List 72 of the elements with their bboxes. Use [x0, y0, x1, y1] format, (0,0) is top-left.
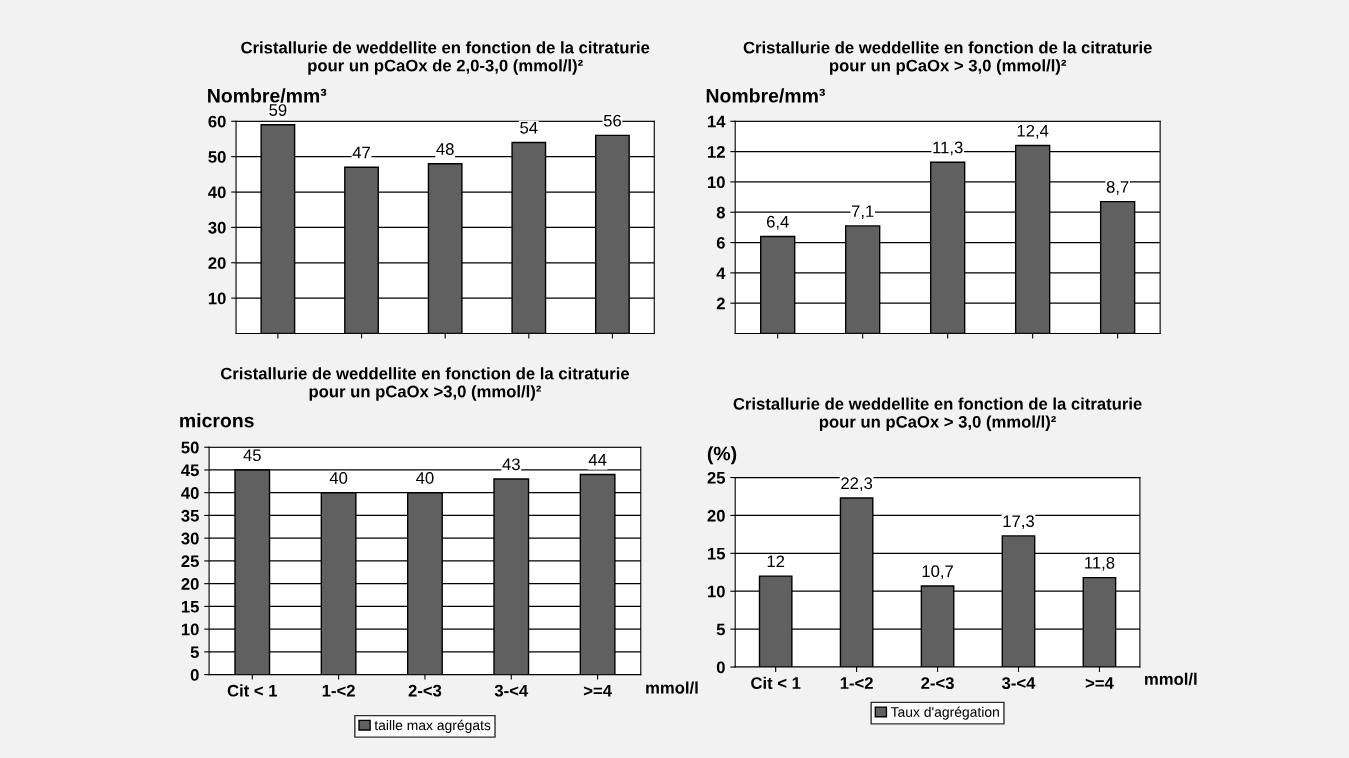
y-tick-label: 25	[181, 555, 199, 568]
y-axis-title: (%)	[707, 446, 737, 465]
text: 22,3	[841, 477, 873, 492]
y-axis-title: Nombre/mm³	[706, 88, 825, 103]
x-tick-label: >=4	[1085, 677, 1114, 689]
text: 12	[767, 555, 785, 568]
data-label: 47	[352, 146, 370, 159]
y-tick-label: 20	[707, 509, 725, 522]
y-tick-label: 40	[208, 186, 226, 199]
y-tick-label: 20	[181, 578, 199, 590]
y-tick-label: 40	[181, 487, 199, 499]
x-tick-label: 3-<4	[494, 684, 529, 697]
y-tick-label: 45	[181, 464, 199, 477]
data-label: 59	[269, 104, 287, 116]
y-tick-label: 10	[708, 176, 725, 189]
y-tick-label: 30	[181, 532, 199, 545]
chart-title: Cristallurie de weddellite en fonction de la citraturie pour un pCaOx > 3,0 (mmol/l)²	[743, 41, 1152, 75]
y-tick-label: 35	[181, 509, 199, 522]
y-tick-label: 30	[208, 221, 226, 234]
y-tick-label: 25	[707, 471, 726, 484]
y-tick-label: 14	[708, 115, 726, 128]
y-tick-label: 12	[708, 146, 725, 158]
chart-title: Cristallurie de weddellite en fonction de la citraturie pour un pCaOx >3,0 (mmol/l)²	[220, 367, 630, 401]
x-tick-label: >=4	[583, 684, 612, 697]
data-label: 43	[502, 458, 520, 471]
x-tick-label: 3-<4	[1001, 677, 1036, 690]
chart-title: Cristallurie de weddellite en fonction de la citraturie pour un pCaOx > 3,0 (mmol/l)²	[733, 397, 1142, 431]
text: 6,4	[766, 215, 789, 230]
y-tick-label: 2	[716, 297, 725, 310]
text: 8,7	[1106, 180, 1129, 195]
text: 10,7	[922, 565, 953, 580]
y-tick-label: 6	[716, 236, 725, 249]
y-tick-label: 50	[181, 441, 199, 454]
y-tick-label: 8	[716, 206, 725, 219]
y-tick-label: 15	[181, 600, 199, 613]
x-axis-title: mmol/l	[646, 681, 698, 694]
x-tick-label: 1-<2	[840, 677, 873, 689]
data-label: 56	[603, 114, 621, 127]
legend-label: taille max agrégats	[374, 719, 491, 733]
legend-label: Taux d'agrégation	[890, 706, 999, 720]
y-tick-label: 10	[708, 585, 725, 598]
y-axis-title: microns	[180, 413, 254, 428]
data-label: 44	[588, 454, 607, 466]
x-tick-label: 2-<3	[921, 677, 954, 690]
x-tick-label: Cit < 1	[751, 676, 801, 689]
x-tick-label: Cit < 1	[227, 684, 278, 697]
data-label: 40	[416, 472, 434, 484]
data-label: 40	[329, 472, 348, 484]
text: 17,3	[1003, 515, 1034, 530]
text: 7,1	[851, 205, 874, 219]
text: 11,8	[1085, 556, 1115, 571]
x-tick-label: 1-<2	[322, 684, 355, 697]
y-tick-label: 20	[208, 257, 226, 269]
y-axis-title: Nombre/mm³	[208, 88, 327, 103]
text: 11,3	[933, 141, 963, 156]
chart-title: Cristallurie de weddellite en fonction de la citraturie pour un pCaOx de 2,0-3,0 (mmol/l)²	[241, 41, 650, 75]
y-tick-label: 15	[708, 547, 726, 560]
y-tick-label: 5	[190, 646, 199, 659]
data-label: 48	[436, 143, 454, 155]
y-tick-label: 0	[716, 661, 725, 674]
data-label: 54	[520, 122, 538, 134]
y-tick-label: 60	[208, 115, 226, 128]
y-tick-label: 50	[208, 151, 226, 163]
x-axis-title: mmol/l	[1145, 672, 1197, 686]
y-tick-label: 10	[181, 623, 199, 636]
y-tick-label: 10	[208, 292, 226, 305]
text: 12,4	[1017, 124, 1049, 139]
x-tick-label: 2-<3	[408, 684, 442, 697]
y-tick-label: 5	[716, 623, 726, 636]
y-tick-label: 4	[716, 267, 726, 279]
y-tick-label: 0	[190, 669, 199, 681]
data-label: 45	[243, 449, 261, 462]
